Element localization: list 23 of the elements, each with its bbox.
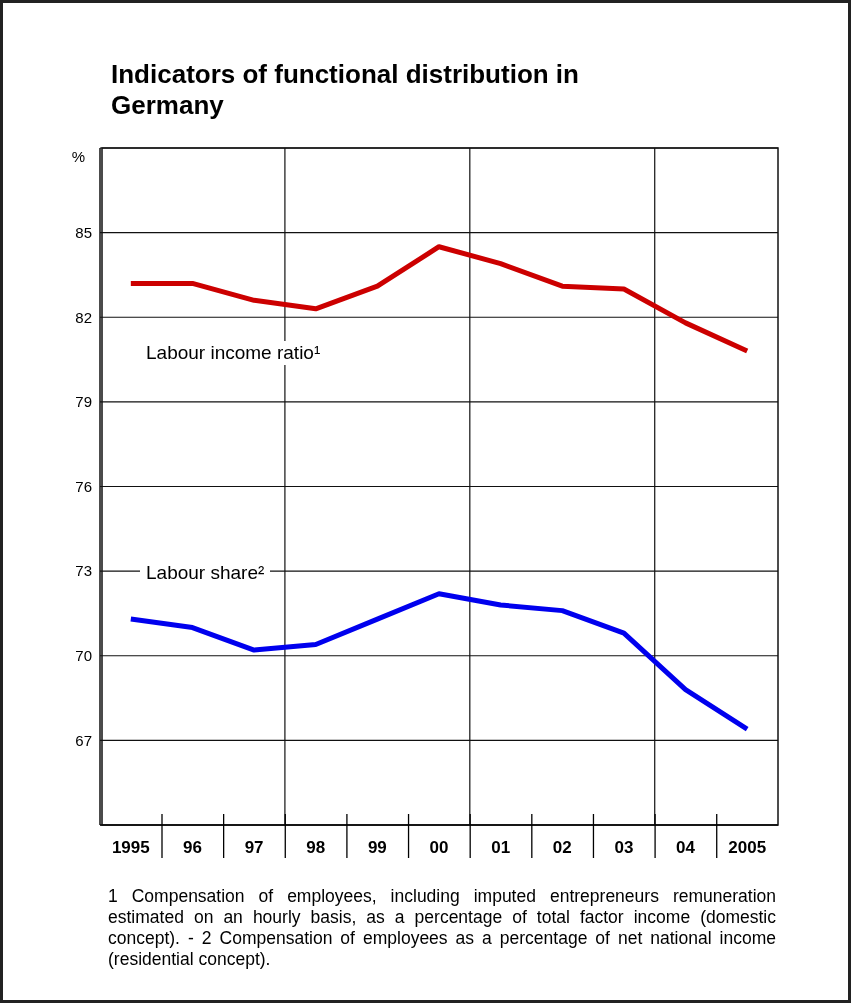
x-tick-label: 02 (552, 838, 572, 857)
x-tick-label: 04 (676, 838, 696, 857)
y-axis-title: % (71, 148, 85, 165)
y-tick-label: 85 (75, 223, 92, 241)
y-tick-label: 76 (75, 477, 92, 495)
y-tick-label: 82 (75, 308, 92, 326)
y-tick-label: 70 (75, 647, 92, 665)
x-tick-label: 96 (182, 838, 202, 857)
y-tick-label: 79 (75, 393, 92, 411)
x-tick-label: 98 (306, 838, 326, 857)
series-label: Labour income ratio¹ (140, 341, 327, 366)
x-tick-label: 01 (491, 838, 511, 857)
chart-title: Indicators of functional distribution in Germany (111, 59, 580, 121)
x-tick-label: 97 (244, 838, 264, 857)
series-label: Labour share² (140, 561, 271, 586)
x-tick-label: 2005 (728, 838, 767, 857)
x-tick-label: 1995 (111, 838, 150, 857)
text: 1 Compensation of employees, including imputed entrepreneurs remuneration estimated on an hourly basis, as a percentage of total factor income (domestic concept). - 2 Compensation of employees as a percentage of net national income (residential concept). (108, 886, 776, 970)
x-tick-label: 03 (614, 838, 634, 857)
x-tick-label: 99 (367, 838, 387, 857)
y-tick-label: 67 (75, 731, 92, 749)
y-tick-label: 73 (75, 562, 92, 580)
x-tick-label: 00 (429, 838, 449, 857)
